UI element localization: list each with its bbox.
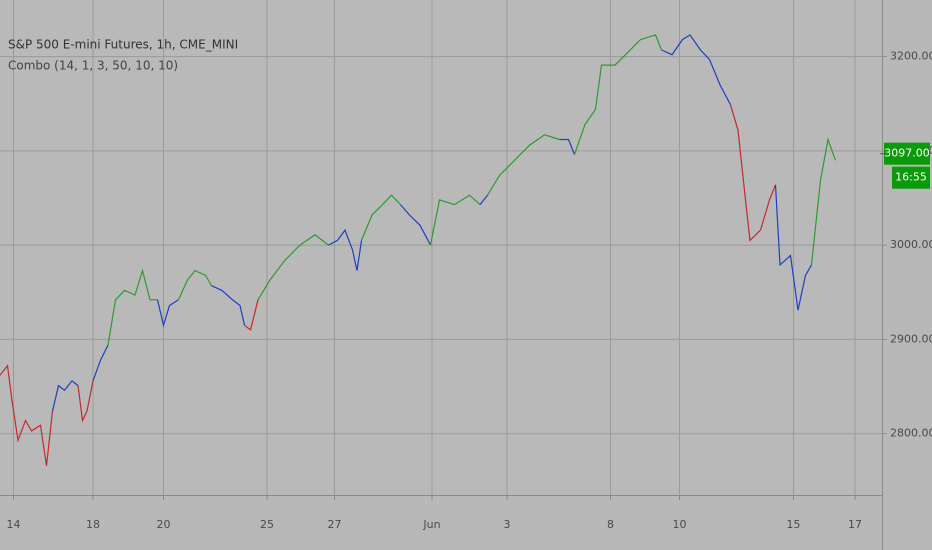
price-line xyxy=(400,204,432,246)
price-line xyxy=(107,268,158,346)
price-line xyxy=(257,234,329,301)
price-line xyxy=(573,34,663,155)
y-tick-label: 3000.00 xyxy=(890,238,932,251)
series xyxy=(0,34,837,466)
axes: 2800.002900.003000.003100.003200.0014182… xyxy=(7,50,932,531)
price-line xyxy=(661,34,732,105)
x-tick-label: 10 xyxy=(673,518,687,531)
price-line xyxy=(479,194,488,205)
price-line xyxy=(774,184,813,311)
price-line xyxy=(810,137,837,265)
y-tick-label: 2900.00 xyxy=(890,332,932,345)
price-line xyxy=(156,299,179,328)
indicator-label: Combo (14, 1, 3, 50, 10, 10) xyxy=(8,59,178,73)
price-line xyxy=(0,364,54,466)
price-line xyxy=(51,380,79,412)
price-line xyxy=(486,134,560,196)
x-tick-label: 8 xyxy=(607,518,614,531)
x-tick-label: 25 xyxy=(260,518,274,531)
price-line xyxy=(729,104,777,242)
countdown-box xyxy=(892,166,930,189)
chart-title: S&P 500 E-mini Futures, 1h, CME_MINI xyxy=(8,38,238,52)
last-price-box xyxy=(884,142,930,165)
x-tick-label: Jun xyxy=(422,518,440,531)
x-tick-label: 15 xyxy=(787,518,801,531)
price-line xyxy=(211,285,246,326)
x-tick-label: 20 xyxy=(157,518,171,531)
price-line xyxy=(77,380,94,423)
price-line xyxy=(328,228,363,271)
price-line xyxy=(177,269,213,301)
last-price-label: 3097.00 xyxy=(884,147,930,160)
price-line xyxy=(244,299,259,332)
x-tick-label: 14 xyxy=(7,518,21,531)
price-line xyxy=(559,138,576,155)
price-line xyxy=(360,194,401,241)
x-tick-label: 18 xyxy=(86,518,100,531)
x-tick-label: 27 xyxy=(328,518,342,531)
countdown-label: 16:55 xyxy=(895,171,927,184)
price-line xyxy=(92,344,109,382)
y-tick-label: 2800.00 xyxy=(890,427,932,440)
x-tick-label: 17 xyxy=(848,518,862,531)
grid xyxy=(0,0,882,495)
price-line xyxy=(429,194,481,246)
x-tick-label: 3 xyxy=(504,518,511,531)
y-tick-label: 3200.00 xyxy=(890,50,932,63)
plot-background xyxy=(0,0,882,495)
